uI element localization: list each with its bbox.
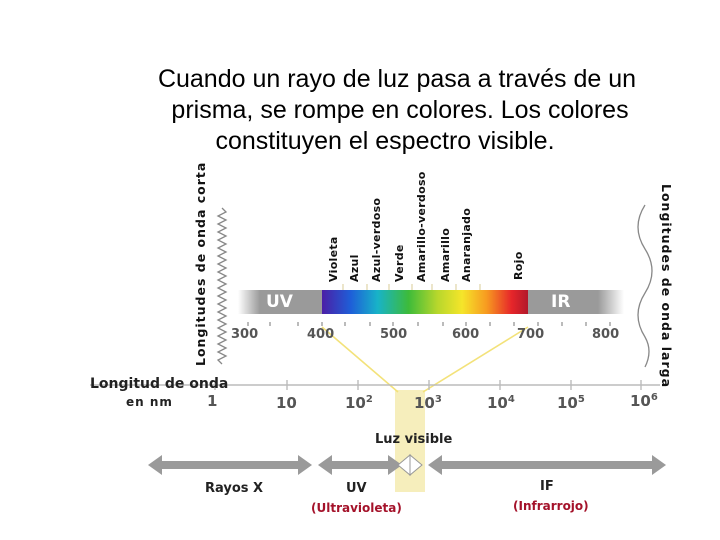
log-label-10-6: 106	[630, 392, 658, 410]
log-label-10-3: 103	[414, 394, 442, 412]
color-label-azul-verdoso: Azul-verdoso	[370, 197, 383, 282]
band-tick-500: 500	[380, 327, 408, 342]
log-label-10-5: 105	[557, 394, 585, 412]
color-label-rojo: Rojo	[512, 251, 525, 280]
uv-range-arrow	[318, 455, 402, 475]
band-left-fade	[238, 290, 260, 314]
short-wave-squiggle	[216, 207, 228, 365]
short-wavelength-label: Longitudes de onda corta	[193, 161, 208, 366]
visible-spectrum-band	[322, 290, 528, 314]
title-line-3: constituyen el espectro visible.	[215, 127, 555, 155]
band-tick-700: 700	[517, 327, 545, 342]
uv-band	[260, 290, 322, 314]
uv-band-label: UV	[266, 292, 293, 312]
uv-region-sublabel: (Ultravioleta)	[311, 501, 402, 515]
ir-range-arrow	[428, 455, 666, 475]
xray-range-arrow	[148, 455, 312, 475]
ir-region-sublabel: (Infrarrojo)	[513, 499, 589, 513]
ir-region-label: IF	[540, 479, 554, 494]
color-label-anaranjado: Anaranjado	[460, 207, 473, 282]
log-label-10-2: 102	[345, 394, 373, 412]
log-label-1: 1	[207, 392, 218, 410]
color-guide-lines	[342, 284, 481, 290]
band-tick-300: 300	[231, 327, 259, 342]
log-axis-title: Longitud de onda	[90, 376, 229, 392]
color-label-violeta: Violeta	[327, 236, 340, 282]
log-label-10: 10	[276, 394, 297, 412]
uv-region-label: UV	[346, 481, 367, 496]
log-axis-unit: en nm	[126, 395, 173, 409]
visible-range-arrow	[397, 453, 423, 477]
connector-right	[422, 326, 529, 393]
connector-left	[321, 326, 399, 393]
title-line-1: Cuando un rayo de luz pasa a través de u…	[157, 65, 637, 93]
band-tick-800: 800	[592, 327, 620, 342]
band-tick-400: 400	[307, 327, 335, 342]
color-label-amarillo-verdoso: Amarillo-verdoso	[415, 171, 428, 282]
title-line-2: prisma, se rompe en colores. Los colores	[171, 96, 629, 124]
band-ticks	[247, 322, 611, 326]
xray-label: Rayos X	[205, 481, 264, 496]
band-right-fade	[598, 290, 624, 314]
log-axis-ticks	[214, 380, 642, 390]
long-wave-curve	[637, 204, 653, 368]
ir-band	[528, 290, 598, 314]
slide-title: Cuando un rayo de luz pasa a través de u…	[100, 64, 670, 157]
color-label-azul: Azul	[348, 254, 361, 282]
long-wavelength-label: Longitudes de onda larga	[659, 184, 674, 389]
ir-band-label: IR	[551, 292, 571, 312]
log-label-10-4: 104	[487, 394, 515, 412]
color-label-amarillo: Amarillo	[439, 227, 452, 282]
visible-light-label: Luz visible	[375, 432, 453, 447]
band-tick-600: 600	[452, 327, 480, 342]
color-label-verde: Verde	[393, 244, 406, 282]
